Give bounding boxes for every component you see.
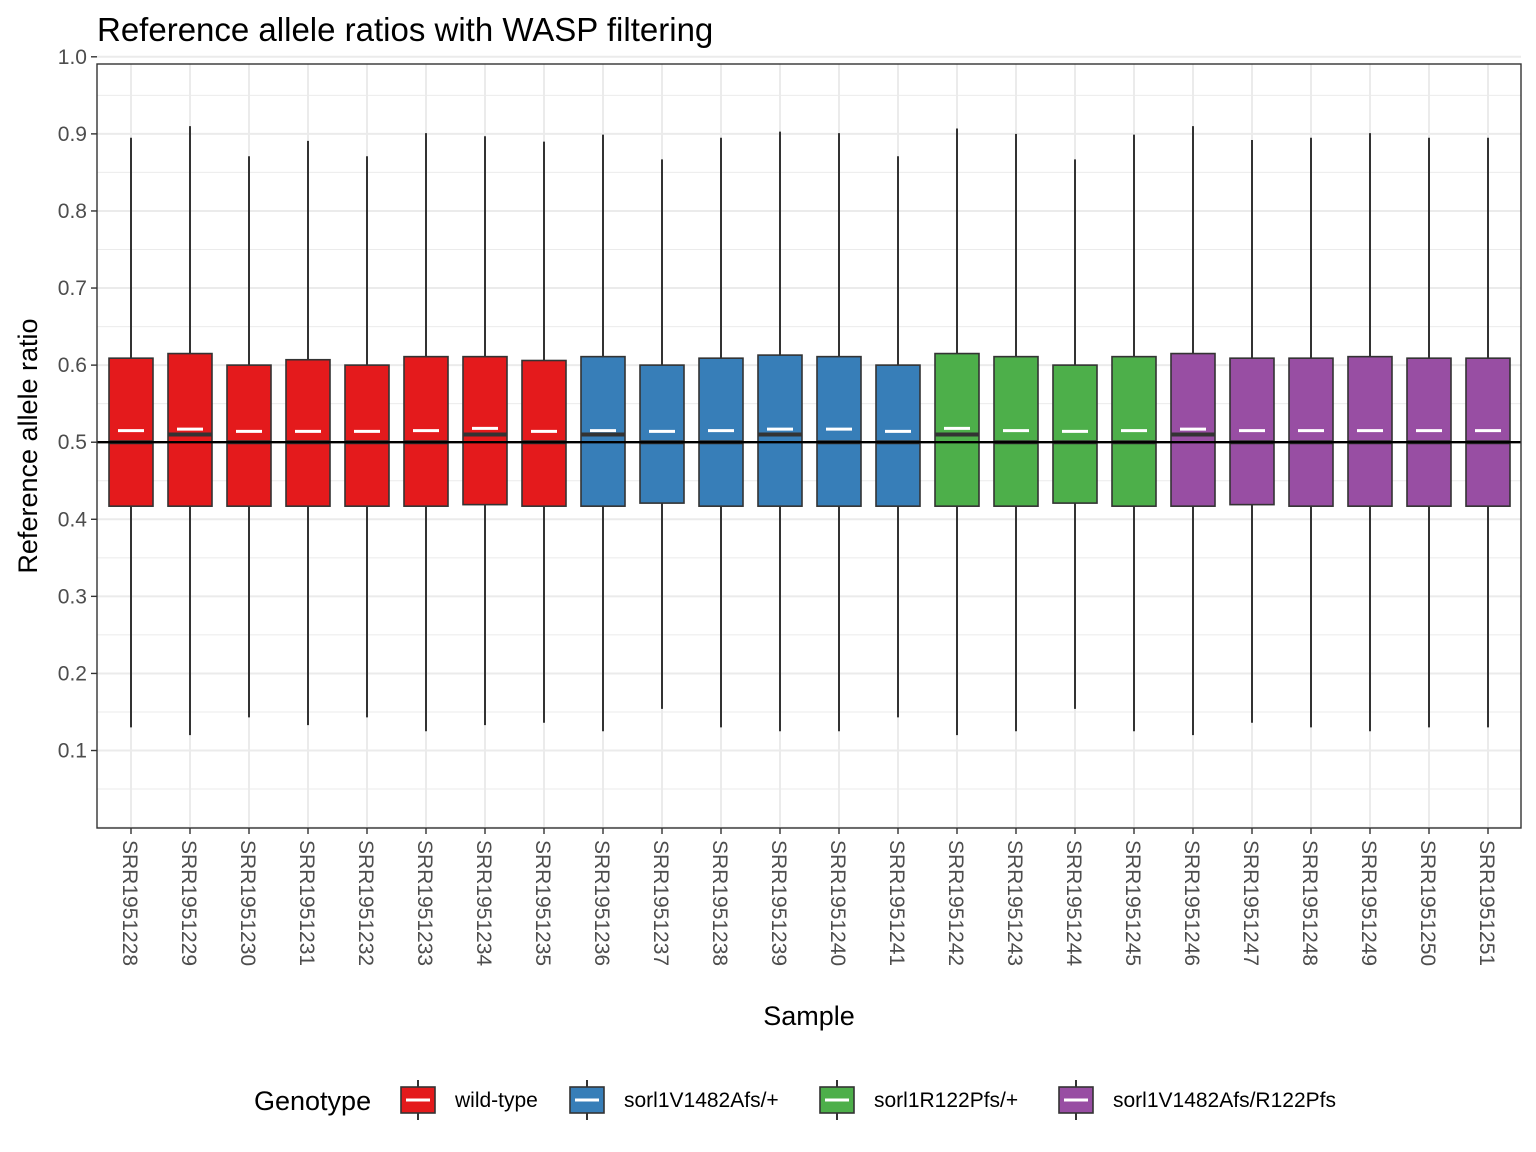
x-tick-label: SRR1951241 bbox=[885, 840, 908, 966]
y-tick-label: 0.3 bbox=[58, 585, 87, 608]
legend-item: wild-type bbox=[400, 1080, 538, 1120]
box-body bbox=[934, 352, 980, 507]
box-body bbox=[816, 355, 862, 507]
legend-item: sorl1V1482Afs/+ bbox=[569, 1080, 779, 1120]
boxplot bbox=[1465, 137, 1511, 728]
x-tick-label: SRR1951229 bbox=[177, 840, 200, 966]
box-body bbox=[285, 358, 331, 507]
boxplot bbox=[1347, 133, 1393, 732]
x-tick-label: SRR1951242 bbox=[944, 840, 967, 966]
y-tick-label: 0.2 bbox=[58, 662, 87, 685]
box-body bbox=[226, 364, 272, 507]
boxplot bbox=[403, 133, 449, 732]
legend-label: sorl1V1482Afs/R122Pfs bbox=[1113, 1089, 1336, 1112]
x-tick-label: SRR1951245 bbox=[1121, 840, 1144, 966]
boxplot bbox=[1229, 140, 1275, 723]
x-tick-label: SRR1951239 bbox=[767, 840, 790, 966]
x-tick-label: SRR1951246 bbox=[1180, 840, 1203, 966]
legend-item: sorl1R122Pfs/+ bbox=[819, 1080, 1018, 1120]
x-tick-label: SRR1951248 bbox=[1298, 840, 1321, 966]
x-tick-label: SRR1951231 bbox=[295, 840, 318, 966]
boxplot bbox=[698, 137, 744, 728]
box-body bbox=[344, 364, 390, 507]
box-body bbox=[108, 357, 154, 507]
boxplot bbox=[875, 156, 921, 718]
box-body bbox=[698, 357, 744, 507]
box-body bbox=[875, 364, 921, 507]
x-tick-label: SRR1951234 bbox=[472, 840, 495, 966]
boxplot bbox=[521, 141, 567, 723]
legend-item: sorl1V1482Afs/R122Pfs bbox=[1058, 1080, 1336, 1120]
y-tick-label: 0.7 bbox=[58, 277, 87, 300]
boxplot bbox=[934, 128, 980, 736]
boxplot bbox=[757, 131, 803, 732]
y-tick-label: 0.9 bbox=[58, 123, 87, 146]
box-body bbox=[167, 352, 213, 507]
box-body bbox=[462, 355, 508, 506]
x-tick-label: SRR1951236 bbox=[590, 840, 613, 966]
legend-label: sorl1V1482Afs/+ bbox=[624, 1089, 779, 1112]
boxplot bbox=[285, 140, 331, 726]
boxplot bbox=[462, 136, 508, 726]
x-axis: SRR1951228 SRR1951229 SRR1951230 SRR1951231… bbox=[118, 828, 1498, 966]
x-tick-label: SRR1951244 bbox=[1062, 840, 1085, 966]
x-tick-label: SRR1951238 bbox=[708, 840, 731, 966]
boxplot bbox=[1288, 137, 1334, 728]
box-body bbox=[757, 354, 803, 507]
y-axis-title: Reference allele ratio bbox=[13, 318, 43, 573]
x-tick-label: SRR1951247 bbox=[1239, 840, 1262, 966]
plot-border bbox=[96, 63, 1522, 829]
x-tick-label: SRR1951228 bbox=[118, 840, 141, 966]
y-tick-label: 0.1 bbox=[58, 740, 87, 763]
box-body bbox=[1406, 357, 1452, 507]
x-tick-label: SRR1951249 bbox=[1357, 840, 1380, 966]
x-tick-label: SRR1951230 bbox=[236, 840, 259, 966]
boxplot bbox=[108, 137, 154, 728]
y-tick-label: 1.0 bbox=[58, 46, 87, 69]
boxplot bbox=[1111, 134, 1157, 732]
chart-title: Reference allele ratios with WASP filter… bbox=[97, 11, 713, 48]
y-tick-label: 0.5 bbox=[58, 431, 87, 454]
box-body bbox=[1288, 357, 1334, 507]
boxplot bbox=[167, 126, 213, 736]
x-tick-label: SRR1951251 bbox=[1475, 840, 1498, 966]
boxplot bbox=[1170, 126, 1216, 736]
legend: Genotype wild-type sorl1V1482Afs/+ sorl1R1… bbox=[254, 1080, 1336, 1120]
y-tick-label: 0.6 bbox=[58, 354, 87, 377]
y-axis: 0.1 0.2 0.3 0.4 0.5 0.6 0.7 0.8 0.9 1.0 bbox=[58, 46, 97, 763]
x-tick-label: SRR1951232 bbox=[354, 840, 377, 966]
legend-label: sorl1R122Pfs/+ bbox=[874, 1089, 1018, 1112]
y-tick-label: 0.4 bbox=[58, 508, 88, 531]
box-body bbox=[521, 359, 567, 507]
x-axis-title: Sample bbox=[763, 1001, 855, 1031]
x-tick-label: SRR1951243 bbox=[1003, 840, 1026, 966]
boxplots bbox=[108, 126, 1511, 736]
x-tick-label: SRR1951250 bbox=[1416, 840, 1439, 966]
x-tick-label: SRR1951237 bbox=[649, 840, 672, 966]
boxplot bbox=[580, 134, 626, 732]
box-body bbox=[1052, 364, 1098, 504]
box-body bbox=[1465, 357, 1511, 507]
legend-title: Genotype bbox=[254, 1086, 371, 1116]
x-tick-label: SRR1951233 bbox=[413, 840, 436, 966]
x-tick-label: SRR1951235 bbox=[531, 840, 554, 966]
boxplot bbox=[993, 133, 1039, 732]
legend-label: wild-type bbox=[454, 1089, 538, 1112]
y-tick-label: 0.8 bbox=[58, 200, 87, 223]
box-body bbox=[639, 364, 685, 504]
x-tick-label: SRR1951240 bbox=[826, 840, 849, 966]
